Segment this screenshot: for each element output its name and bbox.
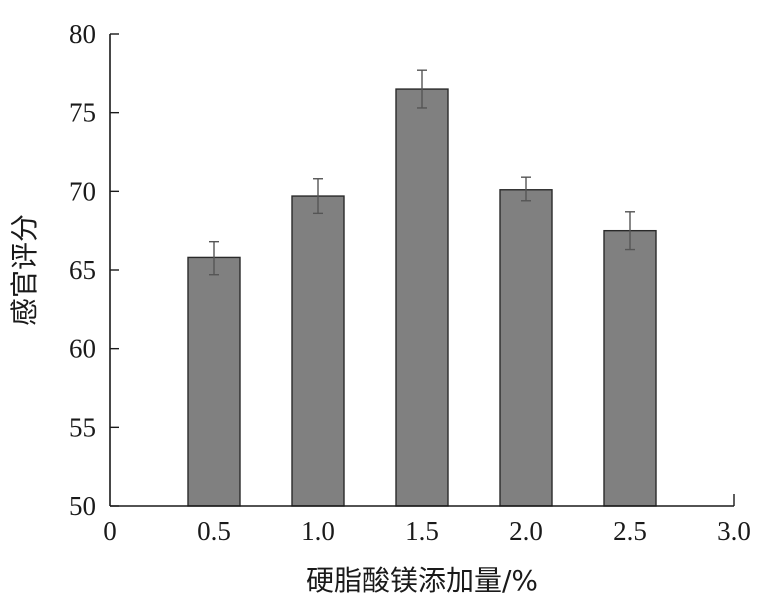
error-bar bbox=[521, 176, 531, 202]
x-tick-label: 1.5 bbox=[405, 516, 439, 546]
y-tick-label: 55 bbox=[69, 412, 96, 442]
y-tick-label: 75 bbox=[69, 98, 96, 128]
bar bbox=[603, 229, 657, 507]
x-axis-ticks: 0 0.5 1.0 1.5 2.0 2.5 3.0 bbox=[103, 516, 751, 546]
bar bbox=[187, 256, 241, 507]
x-axis-title: 硬脂酸镁添加量/% bbox=[306, 564, 538, 597]
x-tick-label: 3.0 bbox=[717, 516, 751, 546]
error-bars bbox=[209, 69, 635, 276]
x-tick-label: 1.0 bbox=[301, 516, 335, 546]
x-tick-label: 0 bbox=[103, 516, 117, 546]
x-tick-label: 2.0 bbox=[509, 516, 543, 546]
y-tick-label: 60 bbox=[69, 334, 96, 364]
error-bar bbox=[625, 211, 635, 251]
y-axis-ticks: 50 55 60 65 70 75 80 bbox=[69, 19, 119, 521]
y-tick-label: 65 bbox=[69, 255, 96, 285]
x-tick-label: 0.5 bbox=[197, 516, 231, 546]
bar bbox=[499, 189, 553, 507]
axes bbox=[109, 34, 735, 507]
error-bar bbox=[209, 240, 219, 276]
y-tick-label: 70 bbox=[69, 176, 96, 206]
bar bbox=[395, 88, 449, 507]
error-bar bbox=[417, 69, 427, 109]
bar bbox=[291, 195, 345, 507]
error-bar bbox=[313, 178, 323, 215]
bar-series bbox=[187, 88, 657, 507]
y-axis-title: 感官评分 bbox=[8, 214, 41, 326]
y-tick-label: 80 bbox=[69, 19, 96, 49]
y-tick-label: 50 bbox=[69, 491, 96, 521]
x-tick-label: 2.5 bbox=[613, 516, 647, 546]
